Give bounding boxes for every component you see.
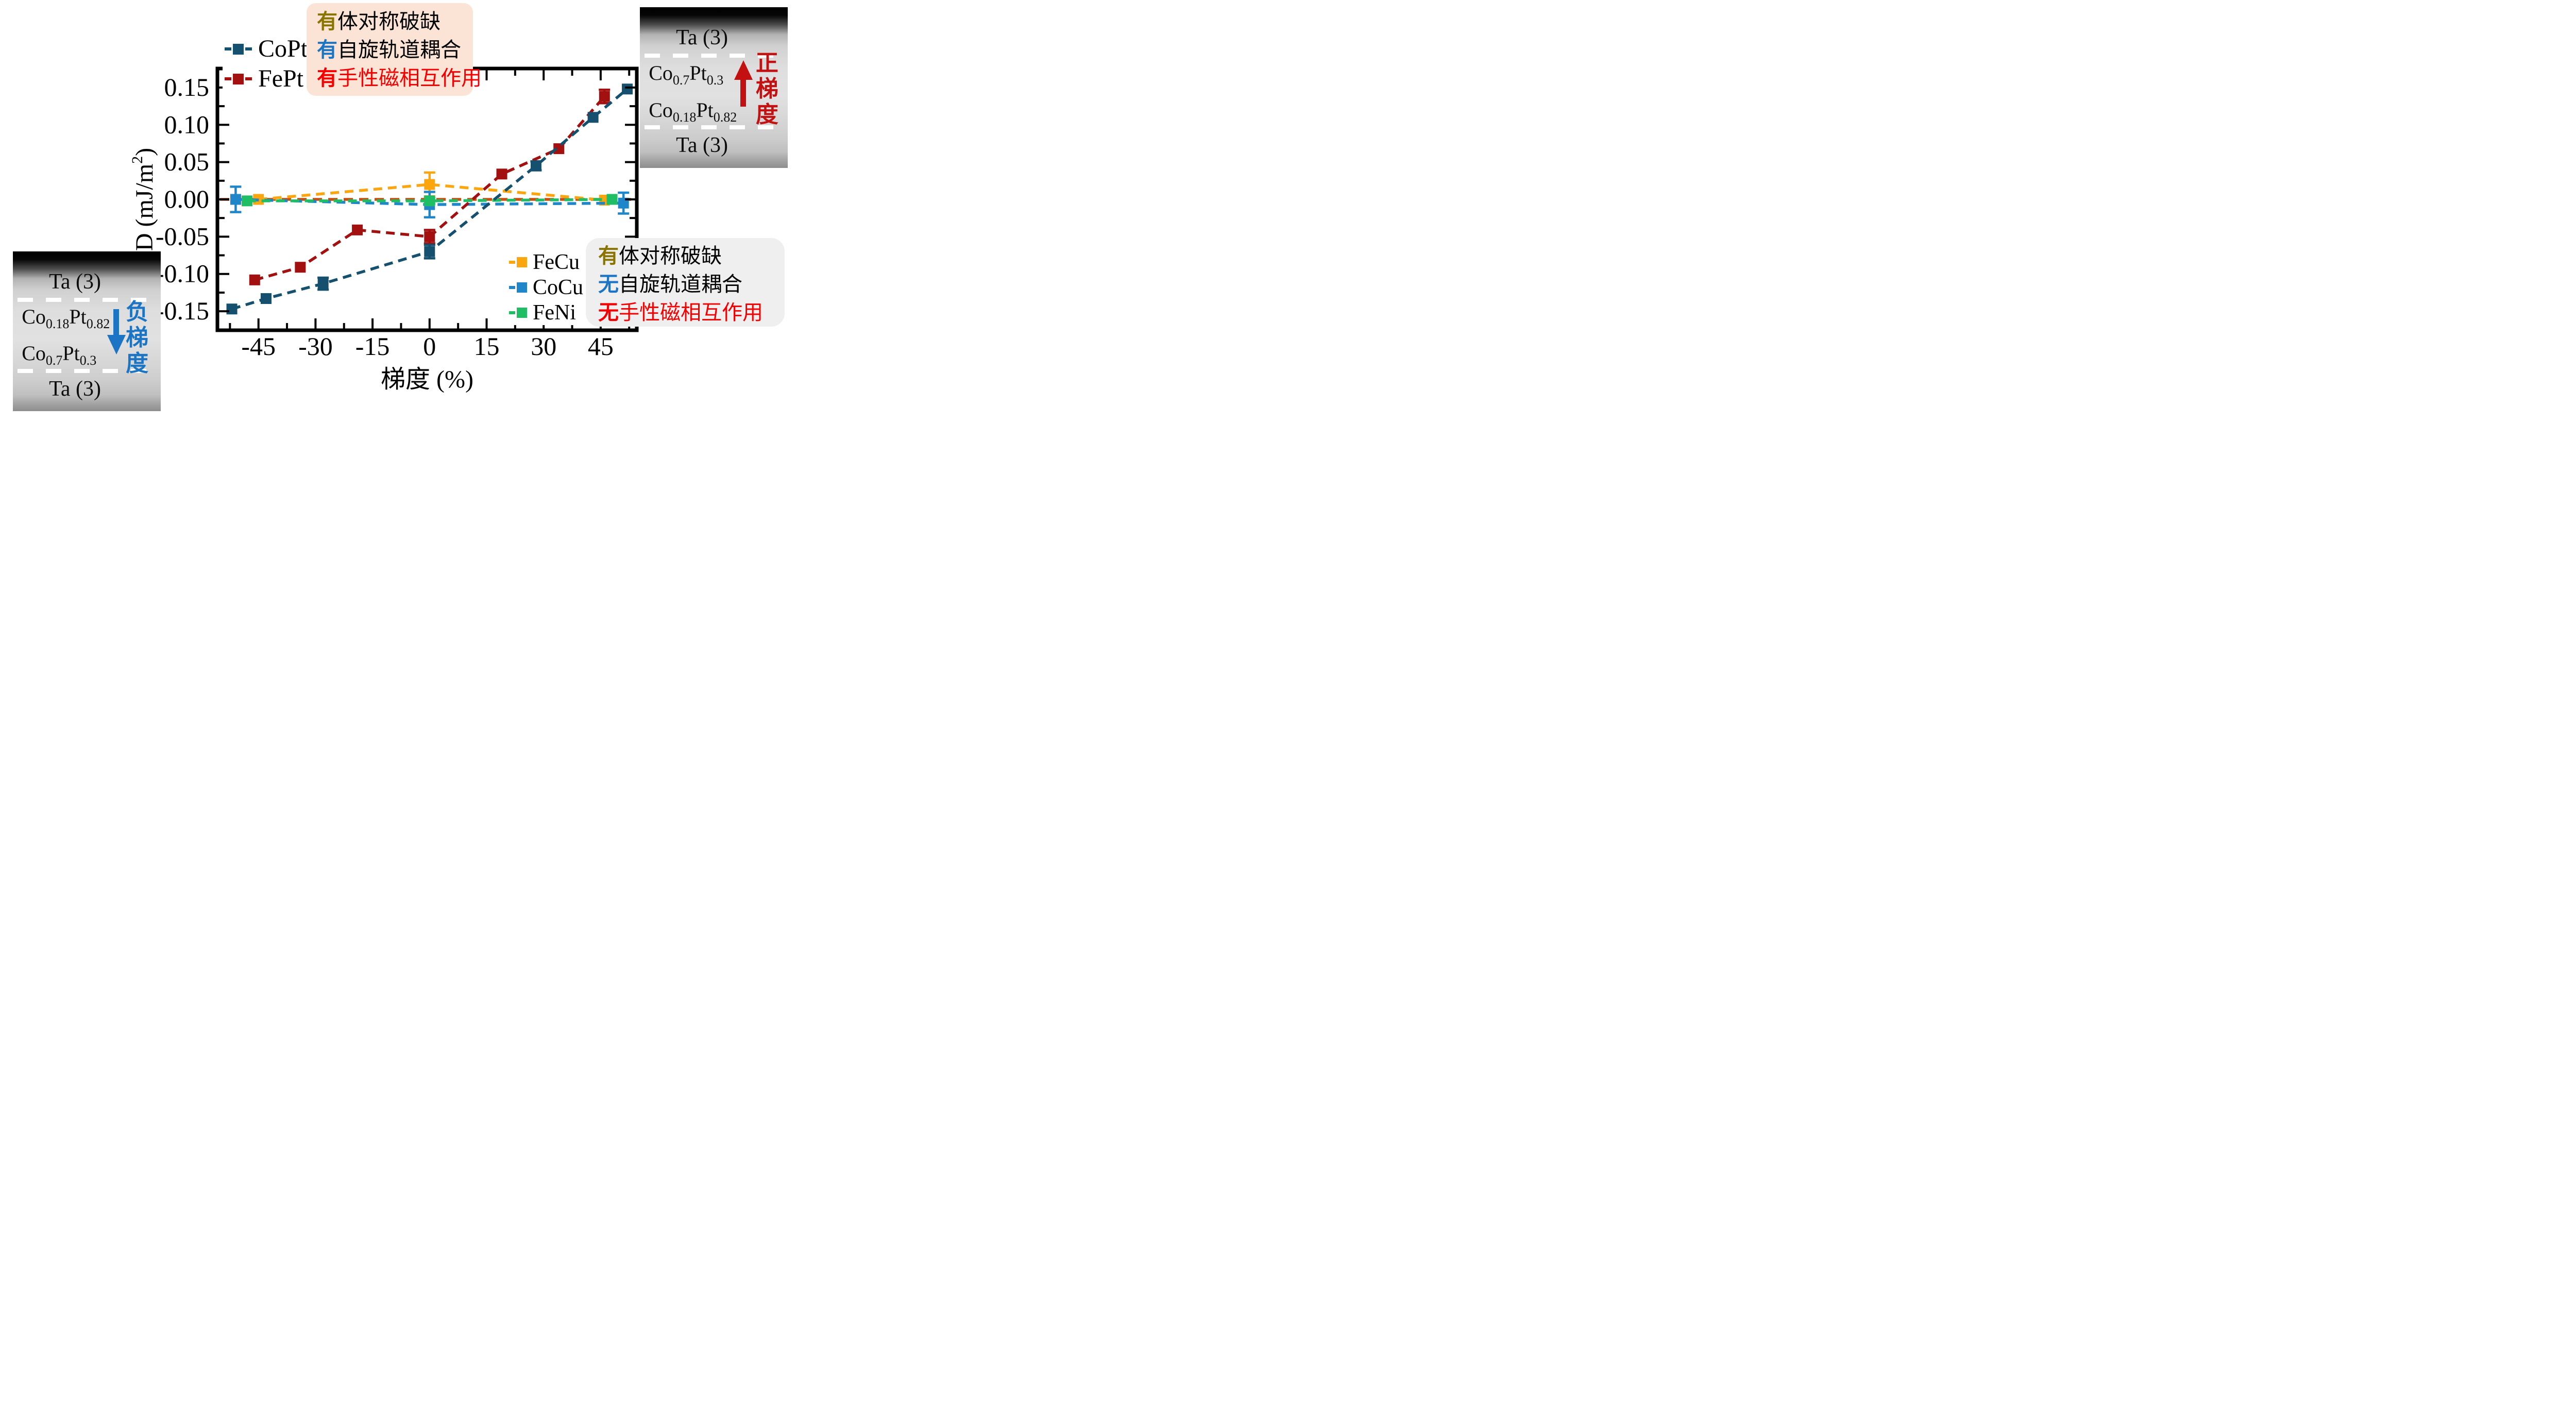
x-tick-label: 0	[423, 332, 436, 361]
fecu-marker-icon	[509, 257, 527, 267]
x-tick-label: 15	[473, 332, 499, 361]
layer-label-copt-poor: Co0.7Pt0.3	[649, 61, 724, 88]
marker-CoPt	[622, 83, 633, 95]
annotation-box-negative: 有体对称破缺 无自旋轨道耦合 无手性磁相互作用	[586, 238, 785, 327]
positive-gradient-label: 正 梯 度	[755, 50, 778, 128]
legend-label-fecu: FeCu	[533, 250, 580, 274]
x-tick-label: -30	[298, 332, 333, 361]
legend-label-copt: CoPt	[258, 35, 308, 62]
annotation-line: 有自旋轨道耦合	[317, 38, 461, 61]
annotation-line: 有体对称破缺	[317, 10, 440, 33]
interface-dashed-line	[644, 54, 784, 58]
fept-marker-icon	[225, 73, 252, 84]
layer-label-ta-bottom: Ta (3)	[676, 133, 728, 158]
legend-label-fept: FePt	[258, 65, 304, 92]
marker-FePt	[352, 224, 363, 235]
legend-item-fept: FePt	[225, 64, 321, 94]
marker-FeCu	[424, 179, 435, 190]
marker-CoCu	[230, 194, 241, 205]
series-CoPt	[226, 83, 633, 315]
negative-gradient-label: 负 梯 度	[126, 299, 149, 376]
marker-FePt	[599, 91, 610, 102]
inset-stack-positive: Ta (3) Co0.7Pt0.3 Co0.18Pt0.82 Ta (3) 正 …	[640, 7, 788, 168]
legend-item-cocu: CoCu	[509, 275, 583, 300]
marker-FeNi	[242, 195, 253, 207]
x-axis-label: 梯度 (%)	[381, 366, 473, 393]
gradient-up-arrow-icon	[734, 60, 753, 107]
marker-FeNi	[424, 195, 435, 207]
y-axis-label: D (mJ/m2)	[129, 148, 158, 251]
y-tick-label: 0.00	[164, 184, 210, 213]
layer-label-copt-rich: Co0.18Pt0.82	[22, 305, 110, 332]
marker-FePt	[496, 168, 507, 180]
y-tick-label: -0.15	[156, 296, 209, 325]
y-tick-label: 0.15	[164, 73, 210, 101]
legend-label-cocu: CoCu	[533, 275, 584, 299]
series-FeNi	[242, 194, 618, 207]
legend-label-feni: FeNi	[533, 300, 576, 325]
layer-label-ta-top: Ta (3)	[676, 26, 728, 50]
legend-item-feni: FeNi	[509, 300, 583, 325]
marker-CoPt	[424, 246, 435, 257]
copt-marker-icon	[225, 43, 252, 55]
annotation-line: 无自旋轨道耦合	[598, 273, 742, 296]
y-tick-label: 0.05	[164, 147, 210, 176]
y-tick-label: 0.10	[164, 110, 210, 139]
legend-primary: CoPt FePt	[223, 33, 321, 95]
x-tick-label: 45	[588, 332, 614, 361]
gradient-down-arrow-icon	[107, 309, 126, 354]
layer-label-ta-top: Ta (3)	[49, 269, 101, 294]
layer-label-ta-bottom: Ta (3)	[49, 377, 101, 401]
layer-label-copt-rich: Co0.18Pt0.82	[649, 98, 737, 125]
dmi-vs-gradient-chart: -45 -30 -15 0 15 30 45 0.15 0.10 0.05 0.00 -0.05 -0.…	[129, 66, 639, 393]
x-tick-label: -45	[241, 332, 276, 361]
marker-FePt	[295, 262, 306, 273]
marker-CoPt	[260, 293, 272, 304]
interface-dashed-line	[644, 125, 784, 130]
cocu-marker-icon	[509, 282, 527, 293]
x-tick-label: 30	[531, 332, 556, 361]
legend-item-fecu: FeCu	[509, 249, 583, 275]
feni-marker-icon	[509, 307, 527, 318]
interface-dashed-line	[17, 297, 157, 302]
interface-dashed-line	[17, 368, 157, 373]
legend-item-copt: CoPt	[225, 34, 308, 64]
annotation-line: 有体对称破缺	[598, 244, 722, 267]
figure-canvas: -45 -30 -15 0 15 30 45 0.15 0.10 0.05 0.00 -0.05 -0.…	[0, 0, 793, 421]
layer-label-copt-poor: Co0.7Pt0.3	[22, 342, 97, 368]
marker-CoPt	[317, 278, 329, 290]
marker-FeNi	[606, 194, 618, 205]
marker-CoPt	[587, 112, 599, 123]
annotation-box-positive: 有体对称破缺 有自旋轨道耦合 有手性磁相互作用	[307, 3, 482, 96]
legend-secondary: FeCu CoCu FeNi	[507, 249, 586, 325]
series-line-FeCu	[258, 183, 605, 202]
y-tick-label: -0.10	[156, 259, 209, 288]
x-tick-label: -15	[355, 332, 390, 361]
marker-FePt	[424, 231, 435, 242]
y-tick-label: -0.05	[156, 222, 209, 250]
marker-FePt	[249, 274, 260, 285]
inset-stack-negative: Ta (3) Co0.18Pt0.82 Co0.7Pt0.3 Ta (3) 负 …	[13, 251, 161, 411]
marker-CoPt	[226, 303, 238, 315]
annotation-line: 无手性磁相互作用	[598, 301, 763, 324]
annotation-line: 有手性磁相互作用	[317, 66, 482, 90]
series-line-FeNi	[247, 198, 613, 202]
marker-CoPt	[530, 160, 541, 172]
marker-FePt	[553, 143, 565, 155]
